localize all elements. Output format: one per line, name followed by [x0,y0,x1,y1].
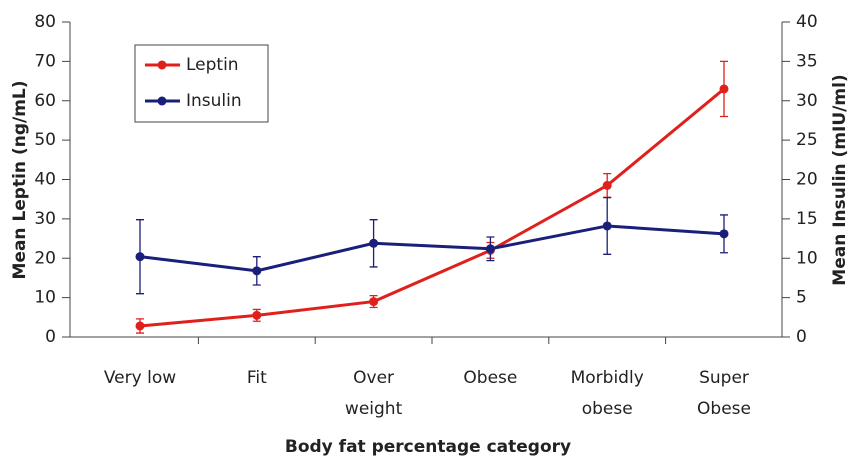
legend-label: Insulin [186,91,242,111]
y2-tick-label: 35 [796,51,818,71]
y2-tick-label: 10 [796,248,818,268]
y2-tick-label: 0 [796,327,807,347]
y-tick-label: 60 [34,91,56,111]
series-line [139,87,725,328]
y2-tick-label: 40 [796,12,818,32]
point [602,180,612,190]
y2-tick-label: 5 [796,288,807,308]
x-tick-label: Over weight [345,368,403,419]
point [135,252,145,262]
y2-tick-label: 25 [796,130,818,150]
point [369,297,379,307]
legend-marker [157,60,167,70]
x-tick-label: Obese [463,368,517,388]
y-tick-label: 30 [34,209,56,229]
legend-label: Leptin [186,55,239,75]
x-axis-label: Body fat percentage category [285,437,571,457]
point [719,84,729,94]
y2-tick-label: 30 [796,91,818,111]
y-tick-label: 80 [34,12,56,32]
point [485,244,495,254]
y2-tick-label: 20 [796,170,818,190]
x-tick-label: Morbidly obese [571,368,644,419]
y2-tick-label: 15 [796,209,818,229]
x-tick-label: Fit [247,368,267,388]
point [719,229,729,239]
x-tick-label: Very low [104,368,176,388]
point [135,321,145,331]
y-tick-label: 70 [34,51,56,71]
legend-box [134,44,269,123]
point [369,238,379,248]
x-tick-label: Super Obese [697,368,751,419]
y-tick-label: 0 [45,327,56,347]
point [602,221,612,231]
legend-marker [157,96,167,106]
series-line [139,224,725,273]
y-tick-label: 10 [34,288,56,308]
point [252,310,262,320]
y2-axis-label: Mean Insulin (mIU/ml) [830,74,850,285]
point [252,266,262,276]
y-tick-label: 40 [34,170,56,190]
y-tick-label: 20 [34,248,56,268]
y-axis-label: Mean Leptin (ng/mL) [10,80,30,279]
y-tick-label: 50 [34,130,56,150]
